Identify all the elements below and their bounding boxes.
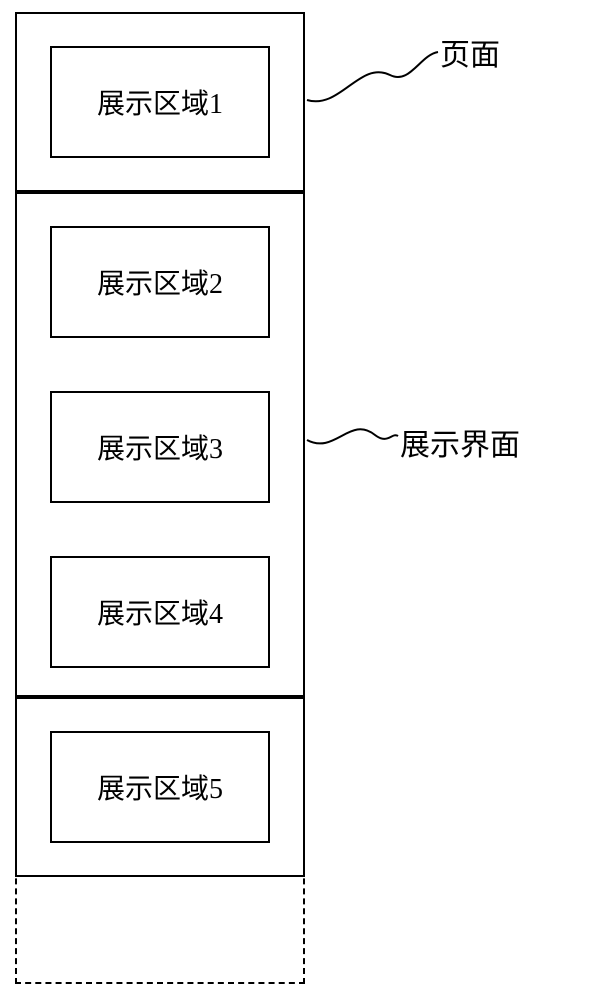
connector-display-interface	[0, 0, 596, 1000]
